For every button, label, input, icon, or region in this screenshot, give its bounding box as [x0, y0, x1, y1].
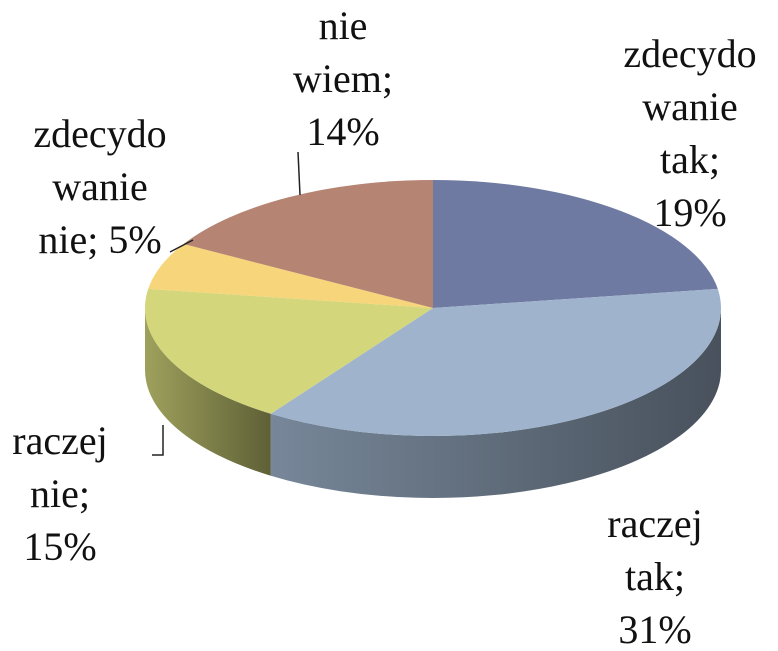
data-label: nie; 5% [38, 217, 161, 262]
leader-line [152, 425, 164, 456]
slice [270, 288, 721, 436]
pie-sides [145, 308, 721, 498]
data-labels: zdecydo wanie tak; 19% raczej tak; 31% raczej ni… [12, 3, 756, 651]
slice [183, 180, 433, 308]
data-label: nie; [30, 471, 90, 516]
data-label: tak; [625, 554, 685, 599]
data-label: raczej [607, 501, 702, 546]
data-label: 19% [653, 190, 726, 235]
pie-tops [144, 180, 721, 436]
slice-side [145, 308, 271, 476]
data-label: 14% [306, 109, 379, 154]
data-label: tak; [660, 137, 720, 182]
data-label: wanie [52, 164, 148, 209]
data-label: zdecydo [623, 31, 756, 76]
data-label: nie [319, 3, 368, 48]
slice [433, 180, 718, 308]
leader-line [297, 151, 301, 196]
slice [144, 288, 433, 414]
data-label: wiem; [293, 56, 393, 101]
leader-line [169, 239, 194, 253]
slice [148, 244, 433, 308]
data-label: 15% [23, 524, 96, 569]
data-label: wanie [642, 84, 738, 129]
data-label: 31% [618, 607, 691, 651]
data-label: raczej [12, 418, 107, 463]
slice-side [270, 308, 721, 498]
data-label: zdecydo [33, 111, 166, 156]
